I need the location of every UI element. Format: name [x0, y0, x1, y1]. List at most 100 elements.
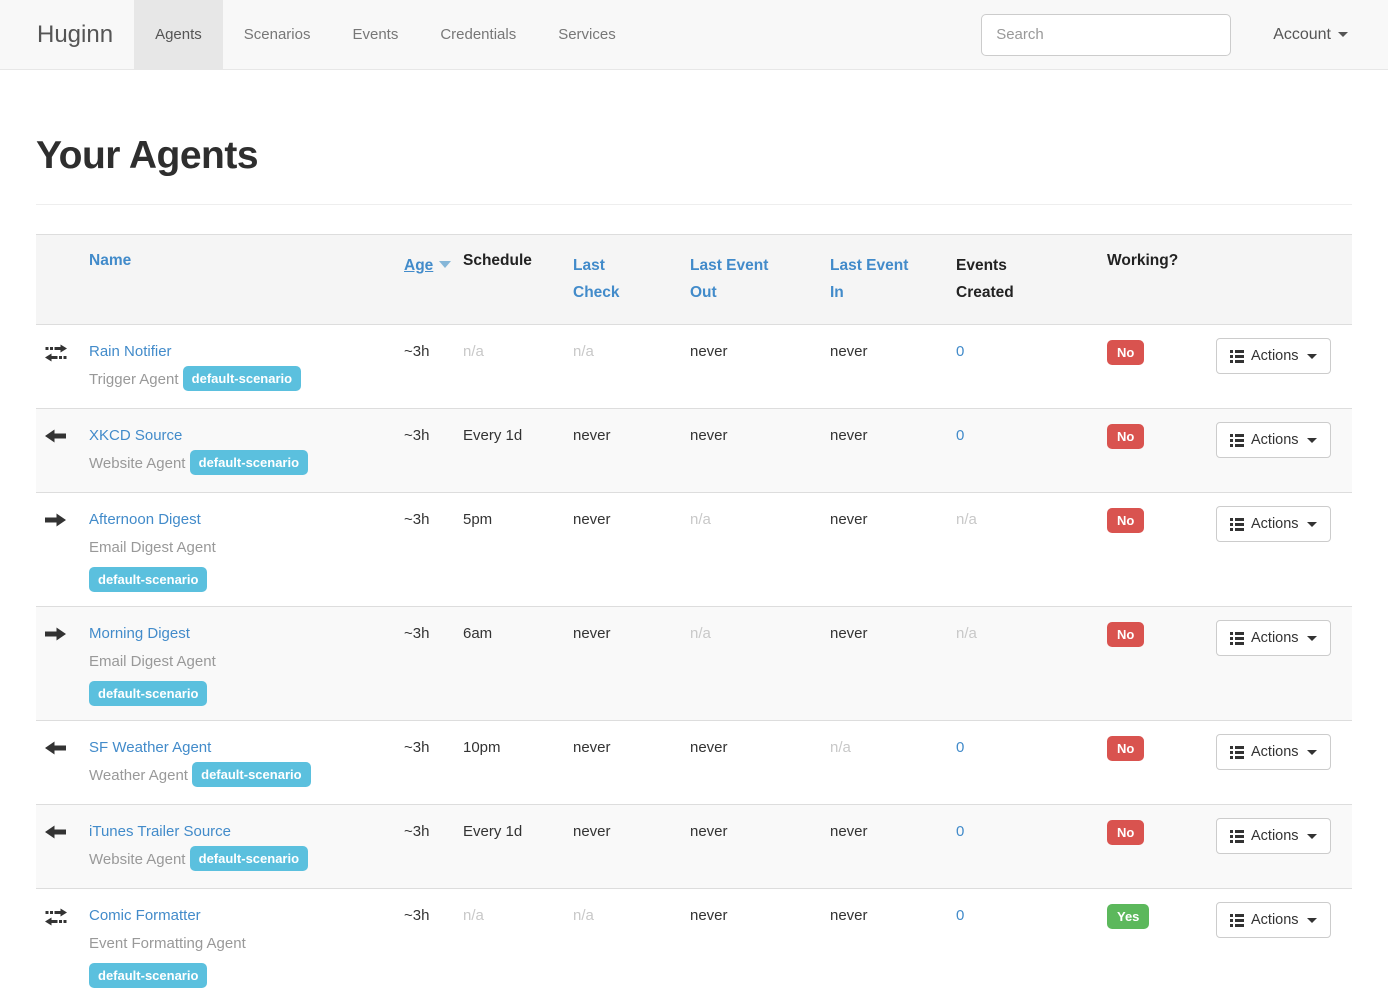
- chevron-down-icon: [1306, 635, 1317, 641]
- search-input[interactable]: [981, 13, 1232, 56]
- list-icon: [1230, 632, 1244, 645]
- header-age: Age: [404, 234, 463, 325]
- schedule-cell: n/a: [463, 888, 573, 1002]
- scenario-badge[interactable]: default-scenario: [89, 681, 208, 706]
- last-check-cell: never: [573, 492, 690, 607]
- last-check-cell: n/a: [573, 343, 594, 360]
- agent-name-link[interactable]: Afternoon Digest: [89, 511, 201, 528]
- actions-button[interactable]: Actions: [1216, 422, 1331, 458]
- header-last-event-in: Last Event In: [830, 234, 956, 325]
- agent-name-link[interactable]: XKCD Source: [89, 427, 183, 444]
- age-cell: ~3h: [404, 408, 463, 493]
- agent-type-label: Weather Agent: [89, 767, 188, 784]
- arrow-right-icon: [45, 626, 81, 642]
- events-created-link[interactable]: 0: [956, 343, 965, 360]
- last-event-out-cell: never: [690, 888, 830, 1002]
- chevron-down-icon: [1306, 749, 1317, 755]
- arrow-left-icon: [45, 740, 81, 756]
- agent-type-label: Website Agent: [89, 851, 186, 868]
- table-row: SF Weather Agent Weather Agent default-s…: [36, 720, 1352, 805]
- nav-item-events[interactable]: Events: [352, 26, 399, 43]
- events-created-link[interactable]: 0: [956, 427, 965, 444]
- agent-name-link[interactable]: SF Weather Agent: [89, 739, 212, 756]
- table-header-row: Name Age Schedule Last Check Last Event …: [36, 234, 1352, 325]
- schedule-cell: 5pm: [463, 492, 573, 607]
- working-status-badge: No: [1107, 622, 1145, 647]
- chevron-down-icon: [1306, 437, 1317, 443]
- header-icon-col: [36, 234, 89, 325]
- schedule-cell: Every 1d: [463, 804, 573, 889]
- working-status-badge: No: [1107, 508, 1145, 533]
- age-cell: ~3h: [404, 606, 463, 721]
- age-cell: ~3h: [404, 720, 463, 805]
- chevron-down-icon: [1306, 917, 1317, 923]
- last-check-cell: n/a: [573, 888, 690, 1002]
- working-status-badge: Yes: [1107, 904, 1150, 929]
- last-event-in-cell: never: [830, 343, 868, 360]
- scenario-badge[interactable]: default-scenario: [182, 366, 302, 391]
- arrow-left-icon: [45, 428, 81, 444]
- actions-button[interactable]: Actions: [1216, 902, 1331, 938]
- agent-name-link[interactable]: Comic Formatter: [89, 907, 201, 924]
- events-created-link[interactable]: 0: [956, 823, 965, 840]
- chevron-down-icon: [1306, 353, 1317, 359]
- age-cell: ~3h: [404, 888, 463, 1002]
- last-check-cell: never: [573, 720, 690, 805]
- last-event-out-cell: n/a: [690, 492, 830, 607]
- agent-type-label: Email Digest Agent: [89, 539, 216, 556]
- header-events-created: Events Created: [956, 234, 1107, 325]
- list-icon: [1230, 518, 1244, 531]
- last-event-in-cell: never: [830, 606, 956, 721]
- nav-item-credentials[interactable]: Credentials: [440, 26, 517, 43]
- header-name: Name: [89, 234, 404, 325]
- sort-last-event-out-link[interactable]: Last Event Out: [690, 257, 769, 301]
- brand-logo[interactable]: Huginn: [37, 20, 114, 48]
- last-event-out-cell: never: [690, 408, 830, 493]
- scenario-badge[interactable]: default-scenario: [192, 762, 311, 787]
- scenario-badge[interactable]: default-scenario: [189, 450, 309, 475]
- agent-type-label: Event Formatting Agent: [89, 935, 246, 952]
- last-event-out-cell: never: [690, 343, 728, 360]
- title-divider: [36, 204, 1352, 205]
- header-last-event-out: Last Event Out: [690, 234, 830, 325]
- agent-type-label: Email Digest Agent: [89, 653, 216, 670]
- sort-desc-icon: [439, 261, 452, 268]
- header-schedule: Schedule: [463, 234, 573, 325]
- scenario-badge[interactable]: default-scenario: [189, 846, 309, 871]
- sort-last-check-link[interactable]: Last Check: [573, 257, 620, 301]
- age-cell: ~3h: [404, 343, 430, 360]
- scenario-badge[interactable]: default-scenario: [89, 963, 208, 988]
- agents-table: Name Age Schedule Last Check Last Event …: [36, 234, 1352, 1002]
- schedule-cell: Every 1d: [463, 408, 573, 493]
- agent-type-label: Website Agent: [89, 455, 186, 472]
- list-icon: [1230, 746, 1244, 759]
- nav-item-services[interactable]: Services: [558, 26, 616, 43]
- nav-item-scenarios[interactable]: Scenarios: [243, 26, 311, 43]
- actions-button[interactable]: Actions: [1216, 338, 1331, 374]
- sort-last-event-in-link[interactable]: Last Event In: [830, 257, 909, 301]
- actions-button[interactable]: Actions: [1216, 506, 1331, 542]
- agent-name-link[interactable]: iTunes Trailer Source: [89, 823, 232, 840]
- agent-name-link[interactable]: Rain Notifier: [89, 343, 172, 360]
- sort-name-link[interactable]: Name: [89, 252, 132, 269]
- table-row: Afternoon Digest Email Digest Agent defa…: [36, 492, 1352, 607]
- last-event-in-cell: never: [830, 804, 956, 889]
- account-menu[interactable]: Account: [1273, 26, 1348, 44]
- age-cell: ~3h: [404, 492, 463, 607]
- actions-button[interactable]: Actions: [1216, 620, 1331, 656]
- events-created-link[interactable]: 0: [956, 907, 965, 924]
- working-status-badge: No: [1107, 340, 1145, 365]
- arrow-right-icon: [45, 512, 81, 528]
- page-title: Your Agents: [36, 134, 259, 177]
- list-icon: [1230, 914, 1244, 927]
- actions-button[interactable]: Actions: [1216, 818, 1331, 854]
- agent-name-link[interactable]: Morning Digest: [89, 625, 190, 642]
- last-check-cell: never: [573, 408, 690, 493]
- scenario-badge[interactable]: default-scenario: [89, 567, 208, 592]
- actions-button[interactable]: Actions: [1216, 734, 1331, 770]
- header-working: Working?: [1107, 234, 1216, 325]
- events-created-link[interactable]: 0: [956, 739, 965, 756]
- sort-age-link[interactable]: Age: [404, 257, 434, 274]
- age-cell: ~3h: [404, 804, 463, 889]
- nav-item-agents[interactable]: Agents: [134, 0, 223, 69]
